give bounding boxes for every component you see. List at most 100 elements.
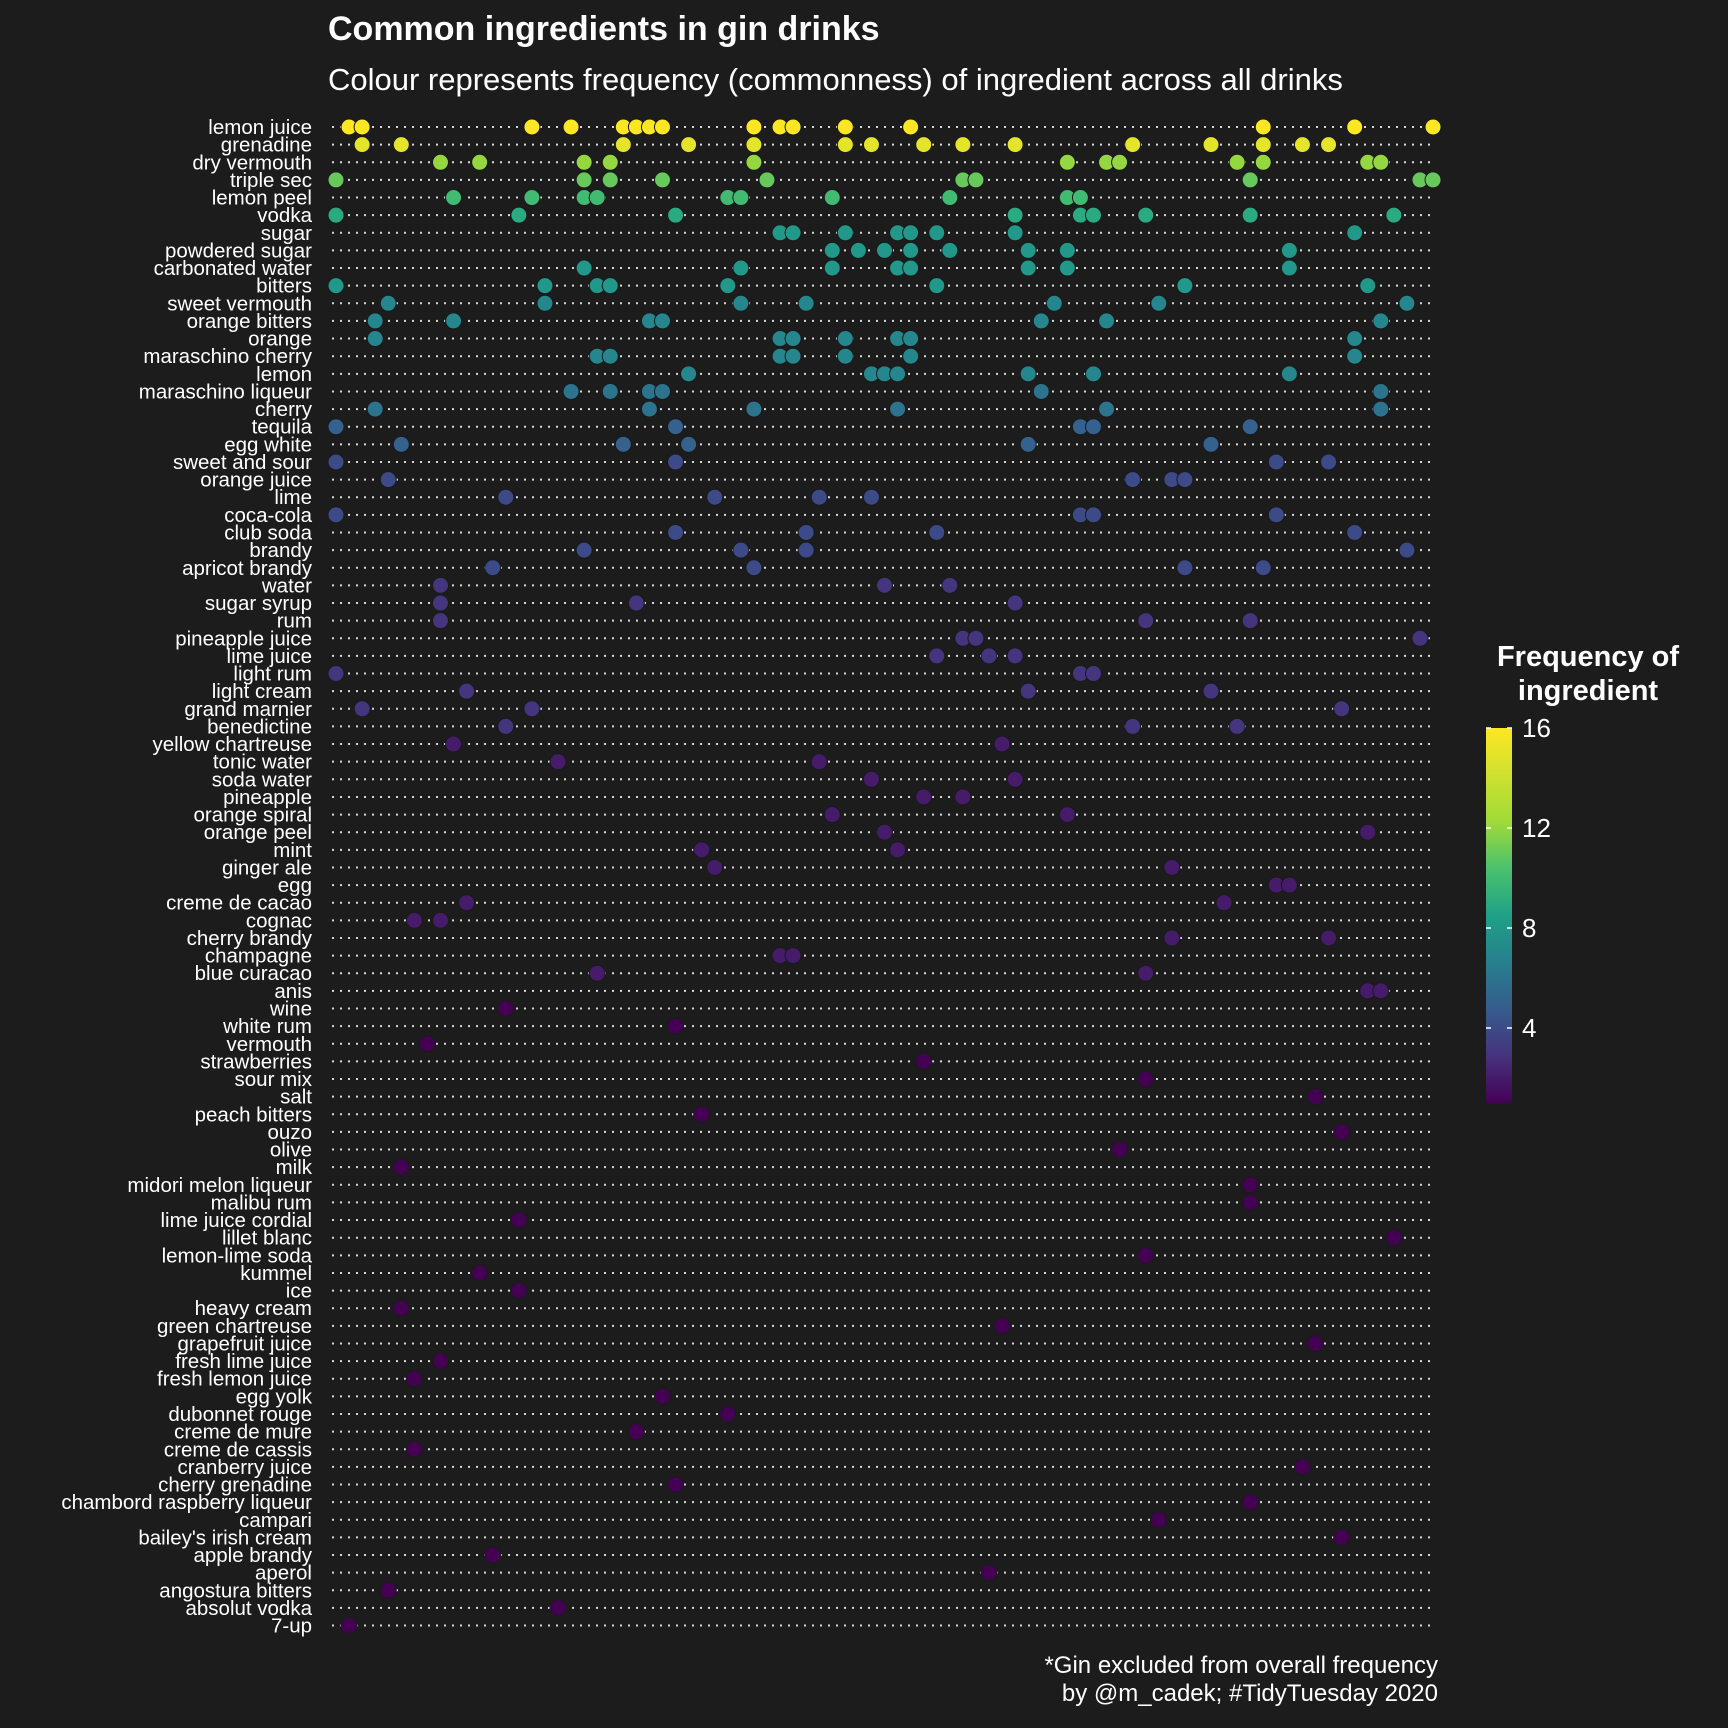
data-point	[706, 488, 724, 506]
data-point	[1241, 1176, 1259, 1194]
data-point	[954, 788, 972, 806]
y-tick-label: cherry brandy	[187, 927, 313, 950]
data-point	[941, 189, 959, 207]
data-point	[1150, 1511, 1168, 1529]
data-point	[431, 594, 449, 612]
data-point	[523, 700, 541, 718]
data-point	[601, 153, 619, 171]
data-point	[1058, 241, 1076, 259]
y-tick-label: bailey's irish cream	[138, 1526, 312, 1549]
data-point	[392, 435, 410, 453]
data-point	[654, 118, 671, 136]
data-point	[980, 1564, 998, 1582]
data-point	[1372, 400, 1390, 418]
data-point	[1202, 682, 1220, 700]
y-tick-label: lemon juice	[208, 116, 312, 139]
y-tick-label: cherry grenadine	[158, 1474, 312, 1497]
data-point	[836, 224, 854, 242]
data-point	[1137, 964, 1155, 982]
color-legend: 16 12 8 4	[1486, 713, 1551, 1103]
data-point	[1202, 435, 1220, 453]
data-point	[523, 189, 541, 207]
data-point	[836, 330, 854, 348]
data-point	[614, 435, 632, 453]
data-point	[1398, 294, 1416, 312]
data-point	[928, 277, 946, 295]
data-point	[1280, 365, 1298, 383]
y-tick-label: grenadine	[221, 134, 312, 157]
data-point	[1084, 365, 1102, 383]
y-tick-label: blue curacao	[195, 962, 312, 985]
data-point	[1228, 153, 1246, 171]
data-point	[745, 559, 763, 577]
legend-tick-label: 8	[1522, 913, 1536, 943]
data-point	[967, 171, 985, 189]
y-tick-label: anis	[274, 980, 312, 1003]
data-point	[497, 1000, 515, 1017]
legend-title-line1: Frequency of	[1496, 641, 1680, 673]
y-tick-label: sweet and sour	[173, 451, 312, 474]
y-tick-label: lillet blanc	[222, 1227, 312, 1250]
data-point	[1006, 136, 1024, 154]
data-point	[588, 964, 606, 982]
y-tick-label: midori melon liqueur	[127, 1174, 312, 1197]
data-point	[510, 1211, 528, 1229]
data-point	[523, 118, 541, 136]
data-point	[1071, 189, 1089, 207]
y-tick-label: strawberries	[200, 1050, 312, 1073]
data-point	[719, 1405, 737, 1423]
data-point	[1228, 717, 1246, 735]
data-point	[784, 330, 802, 348]
legend-colorbar	[1486, 728, 1512, 1103]
y-tick-label: egg yolk	[236, 1385, 313, 1408]
legend-tick-label: 16	[1522, 713, 1551, 743]
data-point	[327, 453, 345, 471]
data-point	[1137, 1070, 1155, 1088]
y-tick-label: bitters	[256, 275, 312, 298]
data-point	[745, 136, 763, 154]
y-tick-label: olive	[270, 1139, 312, 1162]
data-point	[1424, 171, 1442, 189]
data-point	[784, 224, 802, 242]
data-point	[810, 488, 828, 506]
data-point	[458, 894, 476, 912]
data-point	[1241, 171, 1259, 189]
legend-tick-label: 12	[1522, 813, 1551, 843]
data-point	[823, 241, 841, 259]
y-tick-label: white rum	[222, 1015, 312, 1038]
y-tick-label: egg white	[224, 433, 312, 456]
y-tick-label: egg	[278, 874, 312, 897]
y-tick-label: lemon-lime soda	[162, 1244, 313, 1267]
data-point	[588, 189, 606, 207]
data-point	[1320, 136, 1338, 154]
data-point	[1084, 418, 1102, 436]
y-tick-label: orange juice	[200, 469, 312, 492]
y-tick-label: coca-cola	[224, 504, 312, 527]
data-point	[1150, 294, 1168, 312]
y-tick-label: orange peel	[204, 821, 312, 844]
y-tick-label: fresh lemon juice	[157, 1368, 312, 1391]
data-point	[862, 770, 880, 788]
data-point	[1424, 118, 1442, 136]
data-point	[1307, 1088, 1324, 1106]
data-point	[667, 1017, 685, 1035]
data-point	[1307, 1334, 1324, 1352]
data-point	[1124, 471, 1142, 489]
data-point	[1372, 982, 1390, 1000]
data-point	[732, 259, 750, 277]
data-point	[1124, 717, 1142, 735]
y-tick-label: ouzo	[268, 1121, 312, 1144]
data-point	[392, 136, 410, 154]
y-tick-label: maraschino liqueur	[139, 380, 312, 403]
data-point	[471, 1264, 489, 1282]
data-point	[954, 136, 972, 154]
data-point	[680, 365, 698, 383]
data-point	[1346, 347, 1364, 365]
data-point	[667, 206, 685, 224]
data-point	[627, 594, 645, 612]
data-point	[484, 1546, 502, 1564]
y-tick-label: cranberry juice	[178, 1456, 312, 1479]
data-point	[1280, 259, 1298, 277]
data-point	[1084, 506, 1102, 524]
data-point	[1346, 330, 1364, 348]
